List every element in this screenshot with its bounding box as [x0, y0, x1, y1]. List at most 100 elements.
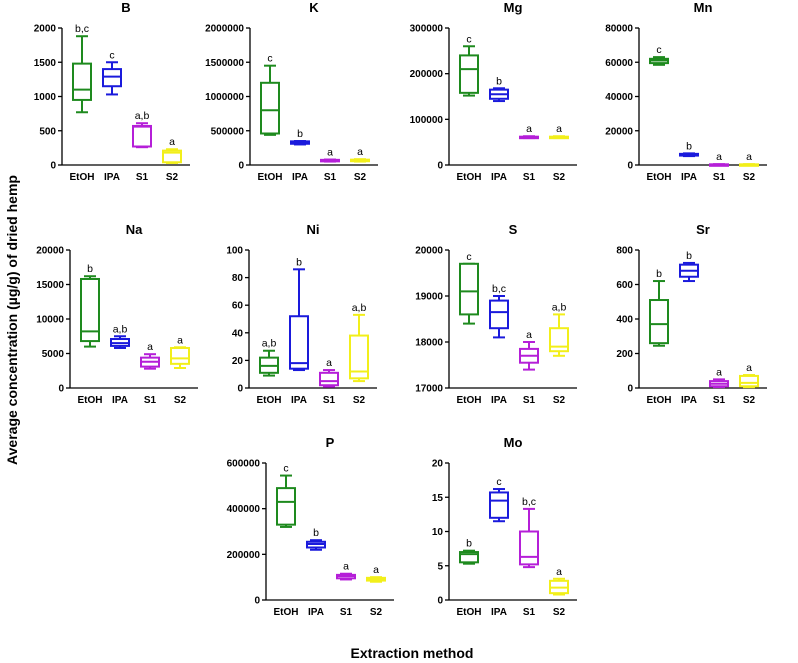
significance-label: a: [716, 151, 722, 163]
significance-label: b: [686, 140, 692, 152]
panel-mo: Mo 0 5 10 15 20 b EtOH c IPA b,c S1 a S2: [432, 435, 577, 618]
x-tick-label: EtOH: [457, 395, 482, 406]
panel-k: K 0 500000 1000000 1500000 2000000 c EtOH b IPA a S…: [205, 0, 378, 183]
y-tick-label: 17000: [415, 384, 443, 395]
panel-ni: Ni 0 20 40 60 80 100 a,b EtOH b IPA a S1 a,b S2: [226, 222, 377, 406]
box-s2: a: [549, 566, 569, 596]
y-tick-label: 1000: [34, 92, 57, 103]
box-etoh: c: [649, 44, 669, 66]
x-tick-label: S2: [370, 607, 383, 618]
y-tick-label: 15000: [36, 280, 64, 291]
x-tick-label: S1: [144, 395, 157, 406]
y-tick-label: 80000: [605, 24, 633, 35]
x-tick-label: EtOH: [258, 172, 283, 183]
panel-title: Mg: [504, 0, 523, 15]
significance-label: b,c: [522, 496, 536, 508]
box-ipa: b: [489, 75, 509, 103]
iqr-box: [549, 327, 569, 353]
y-tick-label: 40: [232, 328, 244, 339]
x-tick-label: S2: [743, 395, 756, 406]
iqr-box: [739, 374, 759, 388]
y-tick-label: 0: [437, 161, 443, 172]
significance-label: a: [526, 123, 532, 135]
significance-label: c: [466, 251, 471, 263]
panel-p: P 0 200000 400000 600000 c EtOH b IPA a S1 a S2: [227, 435, 394, 618]
box-ipa: b: [289, 256, 309, 372]
x-tick-label: S1: [523, 395, 536, 406]
iqr-box: [170, 346, 190, 365]
box-s1: a: [709, 151, 729, 167]
y-tick-label: 100: [226, 246, 243, 257]
y-tick-label: 18000: [415, 338, 443, 349]
significance-label: b: [297, 128, 303, 140]
x-tick-label: EtOH: [274, 607, 299, 618]
significance-label: a: [357, 146, 363, 158]
iqr-box: [349, 334, 369, 380]
iqr-box: [132, 124, 152, 148]
y-tick-label: 15: [432, 493, 444, 504]
x-tick-label: IPA: [681, 172, 697, 183]
iqr-box: [276, 487, 296, 526]
box-s2: a,b: [549, 301, 569, 357]
significance-label: a: [526, 329, 532, 341]
box-ipa: a,b: [110, 323, 130, 349]
y-tick-label: 0: [627, 384, 633, 395]
x-tick-label: S2: [353, 395, 366, 406]
significance-label: a: [147, 341, 153, 353]
significance-label: a: [169, 136, 175, 148]
y-tick-label: 800: [616, 246, 633, 257]
y-tick-label: 0: [50, 161, 56, 172]
box-ipa: c: [102, 49, 122, 96]
box-etoh: b: [80, 263, 100, 348]
x-tick-label: S1: [523, 607, 536, 618]
x-tick-label: S2: [553, 172, 566, 183]
box-s2: a: [549, 123, 569, 140]
panel-mn: Mn 0 20000 40000 60000 80000 c EtOH b IPA a S1 a S2: [605, 0, 767, 183]
box-s1: a: [519, 123, 539, 140]
x-tick-label: IPA: [291, 395, 307, 406]
panel-title: S: [509, 222, 518, 237]
box-s2: a,b: [349, 302, 369, 383]
panel-sr: Sr 0 200 400 600 800 b EtOH b IPA a S1 a S2: [616, 222, 767, 406]
y-tick-label: 400: [616, 315, 633, 326]
iqr-box: [489, 299, 509, 330]
significance-label: a,b: [552, 301, 567, 313]
box-etoh: b: [649, 268, 669, 347]
y-tick-label: 600: [616, 280, 633, 291]
y-tick-label: 500000: [211, 126, 245, 137]
y-tick-label: 300000: [410, 24, 444, 35]
significance-label: c: [466, 33, 471, 45]
box-s1: b,c: [519, 496, 539, 569]
significance-label: c: [496, 476, 501, 488]
significance-label: a: [373, 564, 379, 576]
box-ipa: b: [679, 250, 699, 283]
y-tick-label: 19000: [415, 292, 443, 303]
significance-label: b: [313, 527, 319, 539]
box-s2: a: [366, 564, 386, 583]
significance-label: a,b: [135, 110, 150, 122]
box-ipa: c: [489, 476, 509, 523]
x-tick-label: S2: [553, 607, 566, 618]
y-tick-label: 100000: [410, 115, 444, 126]
x-tick-label: S1: [713, 172, 726, 183]
y-tick-label: 20000: [36, 246, 64, 257]
y-tick-label: 40000: [605, 92, 633, 103]
box-s2: a: [170, 334, 190, 369]
box-ipa: b: [290, 128, 310, 146]
x-tick-label: S1: [323, 395, 336, 406]
y-axis-title: Average concentration (µg/g) of dried he…: [4, 175, 20, 465]
significance-label: b: [686, 250, 692, 262]
panel-title: K: [309, 0, 319, 15]
significance-label: b: [656, 268, 662, 280]
x-tick-label: S1: [713, 395, 726, 406]
panel-b: B 0 500 1000 1500 2000 b,c EtOH c IPA a,b S1 a S2: [34, 0, 190, 183]
significance-label: a: [556, 123, 562, 135]
x-tick-label: S2: [166, 172, 179, 183]
y-tick-label: 400000: [227, 504, 261, 515]
x-tick-label: IPA: [112, 395, 128, 406]
panel-title: P: [326, 435, 335, 450]
box-etoh: b,c: [72, 23, 92, 114]
y-tick-label: 200000: [227, 550, 261, 561]
panel-mg: Mg 0 100000 200000 300000 c EtOH b IPA a S1 a S2: [410, 0, 577, 183]
